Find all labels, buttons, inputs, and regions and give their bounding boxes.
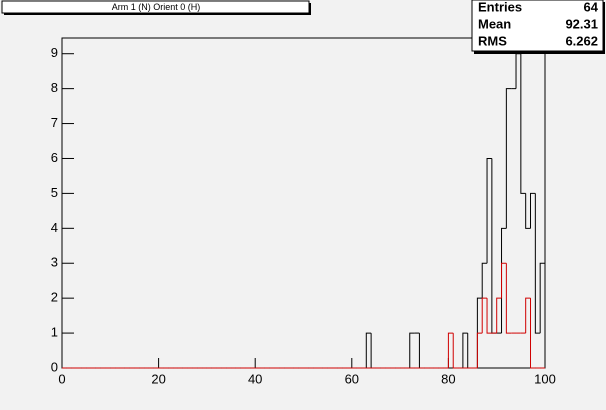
title-box — [1, 0, 310, 14]
histogram-bin — [496, 297, 502, 334]
histogram-bin — [486, 157, 492, 264]
histogram-bin — [486, 298, 492, 334]
histogram-bin — [447, 332, 454, 368]
y-tick-label: 4 — [51, 220, 58, 235]
histogram-bin — [520, 53, 526, 194]
y-tick-label: 9 — [51, 45, 58, 60]
histogram-bin — [505, 88, 512, 229]
histogram-bin — [409, 332, 415, 368]
x-tick-label: 20 — [151, 371, 165, 386]
stats-value: 6.262 — [565, 33, 598, 48]
x-tick-label: 0 — [58, 371, 65, 386]
stats-panel — [471, 0, 604, 52]
y-tick-label: 1 — [51, 325, 58, 340]
x-tick-label: 100 — [534, 371, 556, 386]
y-tick-label: 0 — [51, 359, 58, 374]
y-tick-label: 8 — [51, 80, 58, 95]
histogram-bin — [462, 332, 468, 368]
histogram-bin — [481, 262, 488, 299]
histogram-bin — [539, 262, 545, 334]
stats-box: Entries 64 Mean 92.31 RMS 6.262 — [471, 0, 605, 54]
plot-frame — [61, 37, 546, 369]
x-tick-label: 60 — [345, 371, 359, 386]
histogram-bin — [530, 298, 536, 369]
histogram-bin — [452, 333, 459, 369]
stats-value: 64 — [584, 0, 599, 14]
y-tick-label: 3 — [51, 255, 58, 270]
y-tick-label: 2 — [51, 290, 58, 305]
stats-label: Mean — [478, 16, 511, 31]
histogram-bin — [534, 193, 541, 334]
y-tick-label: 6 — [51, 150, 58, 165]
histogram-bin — [505, 263, 512, 334]
histogram-bin — [525, 193, 531, 229]
histogram-bin — [501, 262, 507, 299]
stats-label: Entries — [478, 0, 522, 14]
stats-label: RMS — [478, 33, 507, 48]
stats-value: 92.31 — [565, 16, 598, 31]
histogram-bin — [476, 332, 483, 368]
y-tick-label: 5 — [51, 185, 58, 200]
histogram-bin — [365, 332, 372, 368]
y-tick-label: 7 — [51, 115, 58, 130]
histogram-bin — [515, 53, 521, 89]
histogram-bin — [525, 297, 531, 334]
histogram-bin — [481, 297, 488, 334]
x-tick-label: 40 — [248, 371, 262, 386]
histogram-bin — [530, 192, 536, 229]
x-tick-label: 80 — [441, 371, 455, 386]
chart-title: Arm 1 (N) Orient 0 (H) — [112, 2, 201, 12]
